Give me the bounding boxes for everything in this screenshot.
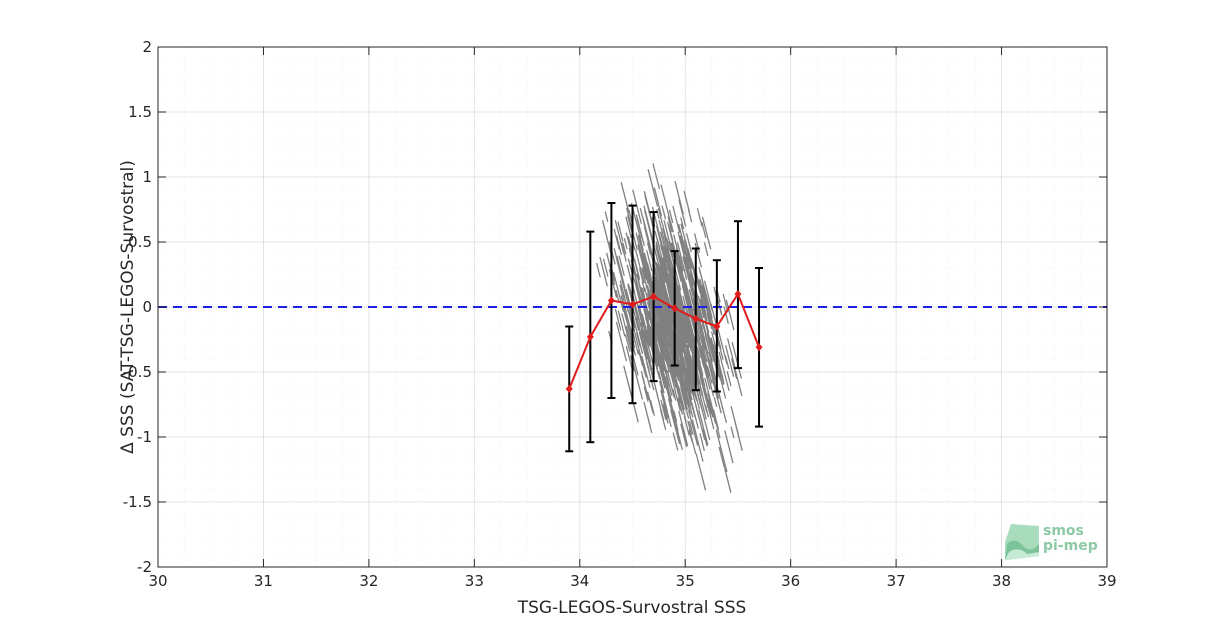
x-tick-label: 32	[359, 572, 378, 590]
x-tick-label: 35	[676, 572, 695, 590]
y-tick-label: -1.5	[123, 493, 152, 511]
axis-ticks	[157, 46, 1108, 568]
scatter-points	[596, 163, 743, 493]
y-tick-label: 2	[142, 38, 152, 56]
x-tick-label: 33	[465, 572, 484, 590]
mean-marker	[565, 384, 573, 393]
x-tick-label: 39	[1097, 572, 1116, 590]
y-axis-label: Δ SSS (SAT-TSG-LEGOS-Survostral)	[118, 160, 138, 454]
mean-marker	[607, 296, 615, 305]
scatter-streaks	[596, 163, 743, 493]
y-tick-label: 1	[142, 168, 152, 186]
y-tick-label: 0.5	[128, 233, 152, 251]
x-tick-label: 36	[781, 572, 800, 590]
smos-pi-mep-logo: smos pi-mep	[1003, 522, 1103, 562]
mean-marker	[586, 332, 594, 341]
x-axis-label: TSG-LEGOS-Survostral SSS	[517, 598, 747, 618]
mean-markers	[565, 290, 763, 393]
mean-marker	[671, 304, 679, 313]
x-tick-labels: 30 31 32 33 34 35 36 37 38 39	[148, 572, 1116, 590]
y-tick-label: 0	[142, 298, 152, 316]
logo-text-smos: smos	[1043, 523, 1084, 539]
mean-marker	[713, 322, 721, 331]
mean-marker	[692, 314, 700, 323]
y-tick-label: 1.5	[128, 103, 152, 121]
x-tick-label: 31	[254, 572, 273, 590]
mean-marker	[734, 290, 742, 298]
mean-marker	[629, 300, 636, 309]
y-tick-label: -0.5	[123, 363, 152, 381]
x-tick-label: 37	[887, 572, 906, 590]
mean-marker	[650, 292, 658, 301]
mean-marker	[755, 343, 763, 352]
y-tick-label: -2	[137, 558, 152, 576]
x-tick-label: 38	[992, 572, 1011, 590]
y-tick-labels: -2 -1.5 -1 -0.5 0 0.5 1 1.5 2	[123, 38, 152, 576]
x-tick-label: 30	[148, 572, 167, 590]
mean-line	[568, 291, 760, 390]
x-tick-label: 34	[570, 572, 589, 590]
logo-text-pi-mep: pi-mep	[1043, 538, 1098, 554]
wave-logo-icon	[1005, 524, 1039, 560]
y-tick-label: -1	[137, 428, 152, 446]
